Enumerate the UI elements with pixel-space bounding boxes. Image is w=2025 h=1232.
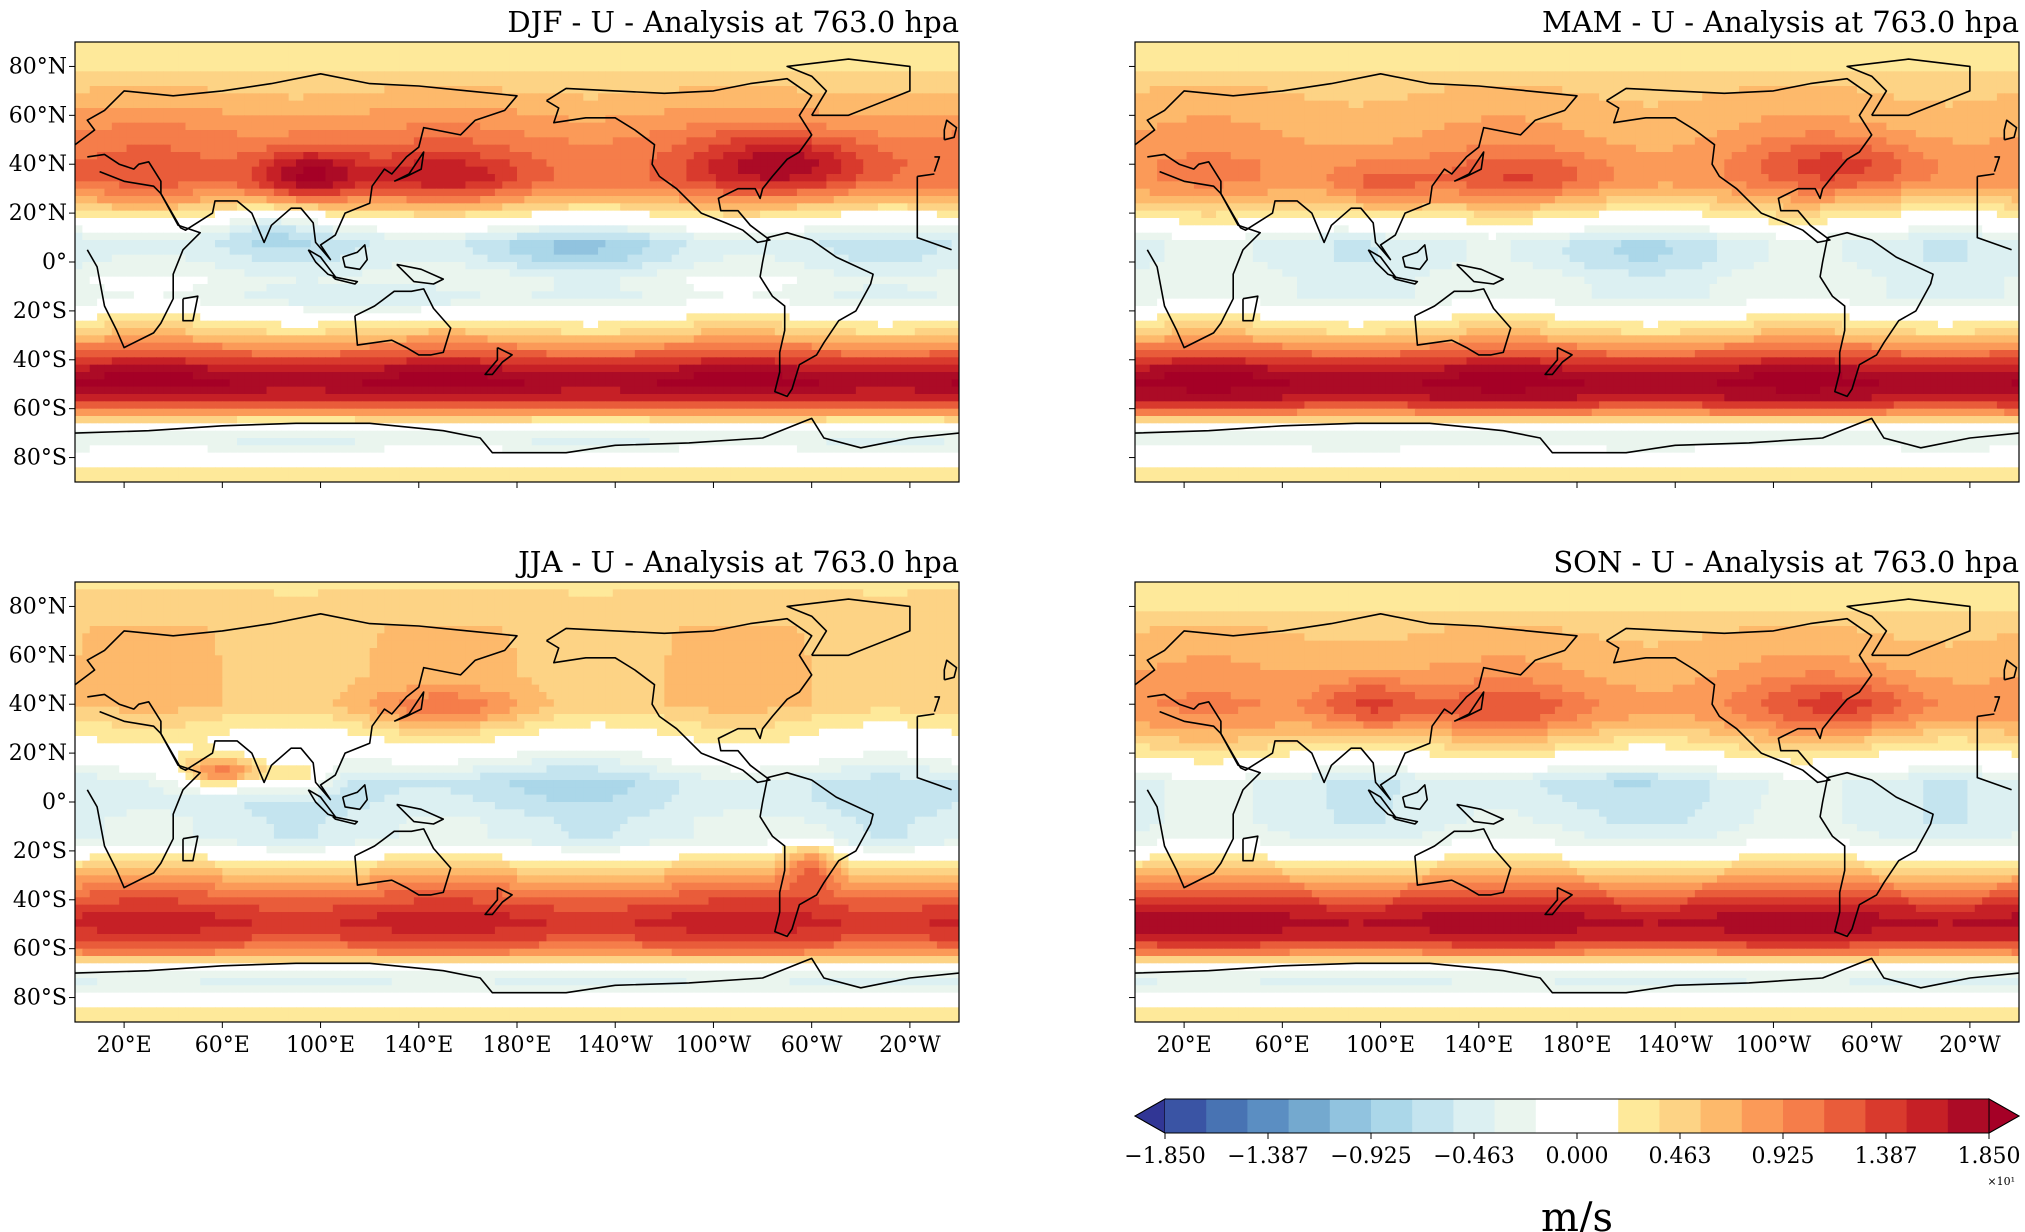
- coastlines: [75, 598, 959, 994]
- wind-field: [1135, 42, 2019, 482]
- map-panel-mam: MAM - U - Analysis at 763.0 hpa: [1129, 5, 2020, 488]
- wind-field: [75, 582, 959, 1022]
- lon-tick-label: 140°W: [1637, 1033, 1713, 1058]
- lat-tick-label: 0°: [42, 790, 67, 815]
- lat-tick-label: 60°N: [9, 103, 67, 128]
- colorbar-swatch: [1494, 1099, 1537, 1133]
- lon-tick-label: 60°E: [195, 1033, 250, 1058]
- colorbar-swatch: [1906, 1099, 1949, 1133]
- lon-tick-label: 180°E: [482, 1033, 551, 1058]
- panel-title: SON - U - Analysis at 763.0 hpa: [1553, 545, 2019, 579]
- colorbar-multiplier: ×10¹: [1987, 1175, 2015, 1188]
- lat-tick-label: 20°N: [9, 741, 67, 766]
- lat-tick-label: 40°N: [9, 692, 67, 717]
- colorbar-swatch: [1247, 1099, 1290, 1133]
- colorbar-tick-label: −0.463: [1433, 1144, 1514, 1169]
- lon-tick-label: 100°E: [286, 1033, 355, 1058]
- lon-tick-label: 60°W: [781, 1033, 843, 1058]
- lat-tick-label: 20°S: [13, 299, 67, 324]
- colorbar-swatch: [1165, 1099, 1207, 1133]
- colorbar-tick-label: 1.387: [1855, 1144, 1918, 1169]
- colorbar-swatch: [1783, 1099, 1825, 1133]
- colorbar-swatch: [1206, 1099, 1248, 1133]
- wind-field: [75, 42, 959, 482]
- colorbar-swatch: [1865, 1099, 1908, 1133]
- lon-tick-label: 20°E: [97, 1033, 152, 1058]
- colorbar-swatch: [1329, 1099, 1372, 1133]
- lat-tick-label: 80°N: [9, 594, 67, 619]
- lon-tick-label: 100°W: [1736, 1033, 1812, 1058]
- lat-tick-label: 0°: [42, 250, 67, 275]
- lat-tick-label: 60°N: [9, 643, 67, 668]
- lon-tick-label: 140°E: [384, 1033, 453, 1058]
- colorbar-swatch: [1824, 1099, 1866, 1133]
- colorbar-swatch: [1535, 1099, 1578, 1133]
- colorbar-swatch: [1577, 1099, 1619, 1133]
- colorbar-swatch: [1412, 1099, 1454, 1133]
- map-panel-son: SON - U - Analysis at 763.0 hpa 20°E 60°E 1…: [1129, 545, 2020, 1058]
- colorbar-tick-label: −1.850: [1124, 1144, 1205, 1169]
- lat-tick-label: 40°S: [13, 348, 67, 373]
- lon-tick-label: 60°E: [1255, 1033, 1310, 1058]
- lon-tick-label: 20°W: [1939, 1033, 2001, 1058]
- colorbar-swatch: [1741, 1099, 1784, 1133]
- colorbar: −1.850 −1.387 −0.925 −0.463 0.000 0.463 0.925 1…: [1124, 1098, 2021, 1232]
- lat-tick-label: 80°S: [13, 446, 67, 471]
- lat-tick-label: 60°S: [13, 937, 67, 962]
- lon-tick-label: 140°W: [577, 1033, 653, 1058]
- coastlines: [75, 58, 959, 454]
- colorbar-swatch: [1659, 1099, 1702, 1133]
- lon-tick-label: 100°W: [676, 1033, 752, 1058]
- wind-field: [1135, 582, 2019, 1022]
- colorbar-swatch: [1618, 1099, 1660, 1133]
- lat-tick-label: 40°N: [9, 152, 67, 177]
- lon-tick-label: 20°E: [1157, 1033, 1212, 1058]
- colorbar-swatch: [1371, 1099, 1413, 1133]
- lat-tick-label: 20°S: [13, 839, 67, 864]
- lat-tick-label: 80°N: [9, 54, 67, 79]
- colorbar-swatch: [1453, 1099, 1496, 1133]
- panel-title: MAM - U - Analysis at 763.0 hpa: [1542, 5, 2019, 39]
- colorbar-extend-max: [1988, 1098, 2021, 1134]
- colorbar-tick-label: 0.925: [1752, 1144, 1815, 1169]
- lon-tick-label: 100°E: [1346, 1033, 1415, 1058]
- colorbar-tick-label: 1.850: [1958, 1144, 2021, 1169]
- panel-title: DJF - U - Analysis at 763.0 hpa: [507, 5, 959, 39]
- coastlines: [1135, 598, 2019, 994]
- colorbar-swatch: [1947, 1099, 1990, 1133]
- map-panel-djf: DJF - U - Analysis at 763.0 hpa 80°N 60°N 4…: [9, 5, 960, 488]
- lat-tick-label: 20°N: [9, 201, 67, 226]
- colorbar-tick-label: 0.000: [1546, 1144, 1609, 1169]
- coastlines: [1135, 58, 2019, 454]
- colorbar-swatch: [1288, 1099, 1331, 1133]
- lat-tick-label: 60°S: [13, 397, 67, 422]
- colorbar-tick-label: −1.387: [1227, 1144, 1308, 1169]
- lon-tick-label: 20°W: [879, 1033, 941, 1058]
- colorbar-tick-label: 0.463: [1649, 1144, 1712, 1169]
- colorbar-swatch: [1700, 1099, 1743, 1133]
- map-panel-jja: JJA - U - Analysis at 763.0 hpa 80°N 60°N 4…: [9, 545, 960, 1058]
- colorbar-tick-label: −0.925: [1330, 1144, 1411, 1169]
- lat-tick-label: 40°S: [13, 888, 67, 913]
- panel-title: JJA - U - Analysis at 763.0 hpa: [515, 545, 959, 579]
- lon-tick-label: 180°E: [1542, 1033, 1611, 1058]
- colorbar-unit-label: m/s: [1541, 1195, 1613, 1232]
- colorbar-extend-min: [1133, 1098, 1166, 1134]
- lat-tick-label: 80°S: [13, 986, 67, 1011]
- lon-tick-label: 140°E: [1444, 1033, 1513, 1058]
- lon-tick-label: 60°W: [1841, 1033, 1903, 1058]
